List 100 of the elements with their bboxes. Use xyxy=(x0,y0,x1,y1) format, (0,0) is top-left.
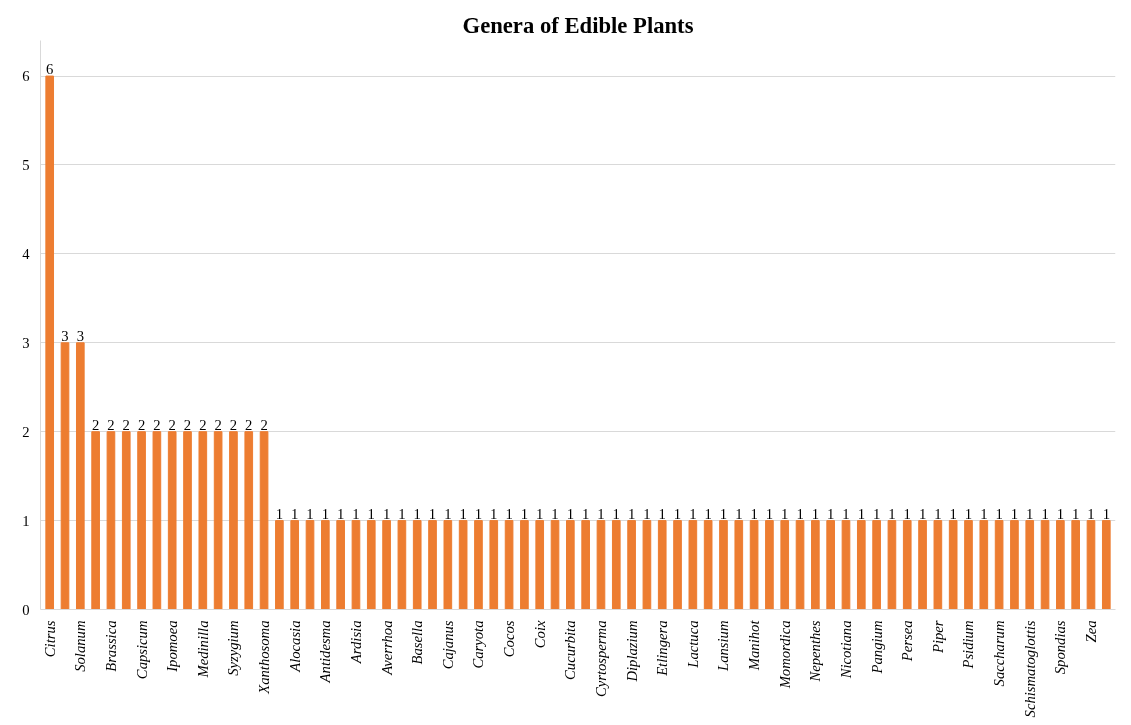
data-label: 1 xyxy=(367,505,375,522)
data-label: 1 xyxy=(903,505,911,522)
bar xyxy=(918,520,927,610)
bar xyxy=(229,431,238,610)
x-tick-label: Lactuca xyxy=(684,620,701,669)
bar xyxy=(581,520,590,610)
bar xyxy=(167,431,177,610)
bar xyxy=(137,431,146,610)
bar xyxy=(60,342,70,610)
x-tick-label: Antidesma xyxy=(317,620,334,684)
bar xyxy=(994,520,1004,610)
bar xyxy=(351,520,361,610)
x-tick-label: Nicotiana xyxy=(837,620,854,680)
x-tick-label: Basella xyxy=(409,620,426,665)
data-label: 1 xyxy=(735,505,743,522)
bar xyxy=(535,520,545,610)
x-tick-label: Persea xyxy=(899,620,916,663)
data-label: 1 xyxy=(581,505,590,522)
data-label: 2 xyxy=(229,416,238,433)
data-label: 1 xyxy=(1010,505,1019,522)
bar xyxy=(657,520,667,610)
data-label: 2 xyxy=(245,416,253,433)
bar xyxy=(1025,520,1035,610)
bar xyxy=(964,520,973,610)
data-label: 1 xyxy=(980,505,988,522)
data-label: 1 xyxy=(490,505,498,522)
data-label: 1 xyxy=(765,505,774,522)
bar xyxy=(872,520,881,610)
data-label: 1 xyxy=(888,505,896,522)
data-label: 1 xyxy=(857,505,865,522)
y-tick-label: 4 xyxy=(22,245,31,262)
x-tick-label: Momordica xyxy=(776,620,793,690)
x-tick-label: Cajanus xyxy=(439,620,456,670)
data-label: 1 xyxy=(597,505,605,522)
y-tick-label: 6 xyxy=(22,68,30,85)
data-label: 1 xyxy=(520,505,529,522)
y-tick-label: 5 xyxy=(22,156,30,173)
data-label: 1 xyxy=(704,505,712,522)
bar xyxy=(336,520,345,610)
data-label: 1 xyxy=(612,505,620,522)
data-label: 3 xyxy=(76,327,84,344)
bar xyxy=(856,520,866,610)
bar xyxy=(244,431,254,610)
bar xyxy=(382,520,391,610)
data-label: 1 xyxy=(643,505,651,522)
bar xyxy=(443,520,453,610)
bar xyxy=(596,520,606,610)
data-label: 1 xyxy=(750,505,758,522)
bar xyxy=(305,520,315,610)
bar xyxy=(765,520,774,610)
data-label: 1 xyxy=(1087,505,1095,522)
bar xyxy=(321,520,330,610)
x-tick-label: Medinilla xyxy=(194,620,211,679)
data-label: 1 xyxy=(536,505,544,522)
data-label: 1 xyxy=(827,505,835,522)
x-tick-label: Saccharum xyxy=(991,620,1008,687)
x-tick-label: Cocos xyxy=(501,620,518,658)
data-label: 1 xyxy=(352,505,360,522)
data-label: 6 xyxy=(46,61,54,78)
data-label: 1 xyxy=(321,505,329,522)
bar xyxy=(275,520,284,610)
data-label: 1 xyxy=(428,505,437,522)
data-label: 2 xyxy=(122,416,130,433)
x-tick-label: Cucurbita xyxy=(562,620,579,680)
data-label: 1 xyxy=(627,505,636,522)
bar xyxy=(412,520,422,610)
data-label: 1 xyxy=(1041,505,1049,522)
y-tick-label: 0 xyxy=(22,601,30,618)
data-label: 1 xyxy=(719,505,728,522)
bar xyxy=(795,520,805,610)
bar xyxy=(504,520,514,610)
x-tick-label: Capsicum xyxy=(133,620,150,680)
x-tick-label: Schismatoglottis xyxy=(1021,620,1038,718)
data-label: 1 xyxy=(842,505,850,522)
bar xyxy=(550,520,560,610)
data-label: 2 xyxy=(183,416,192,433)
data-label: 1 xyxy=(551,505,559,522)
x-tick-label: Etlingera xyxy=(654,620,671,677)
data-label: 1 xyxy=(459,505,467,522)
x-tick-label: Psidium xyxy=(960,620,977,670)
x-tick-label: Brassica xyxy=(102,620,119,672)
bar xyxy=(91,431,100,610)
data-label: 2 xyxy=(199,416,207,433)
bar xyxy=(489,520,499,610)
data-label: 1 xyxy=(398,505,406,522)
bar xyxy=(121,431,131,610)
bar xyxy=(948,520,958,610)
bar xyxy=(213,431,223,610)
data-label: 1 xyxy=(964,505,973,522)
x-tick-label: Spondias xyxy=(1052,620,1069,675)
data-label: 1 xyxy=(336,505,345,522)
y-tick-label: 2 xyxy=(22,423,30,440)
bar xyxy=(1101,520,1111,610)
data-label: 1 xyxy=(474,505,483,522)
data-label: 3 xyxy=(61,327,69,344)
bar xyxy=(290,520,300,610)
bar xyxy=(826,520,835,610)
bar xyxy=(198,431,208,610)
bar xyxy=(841,520,851,610)
bar xyxy=(1010,520,1019,610)
